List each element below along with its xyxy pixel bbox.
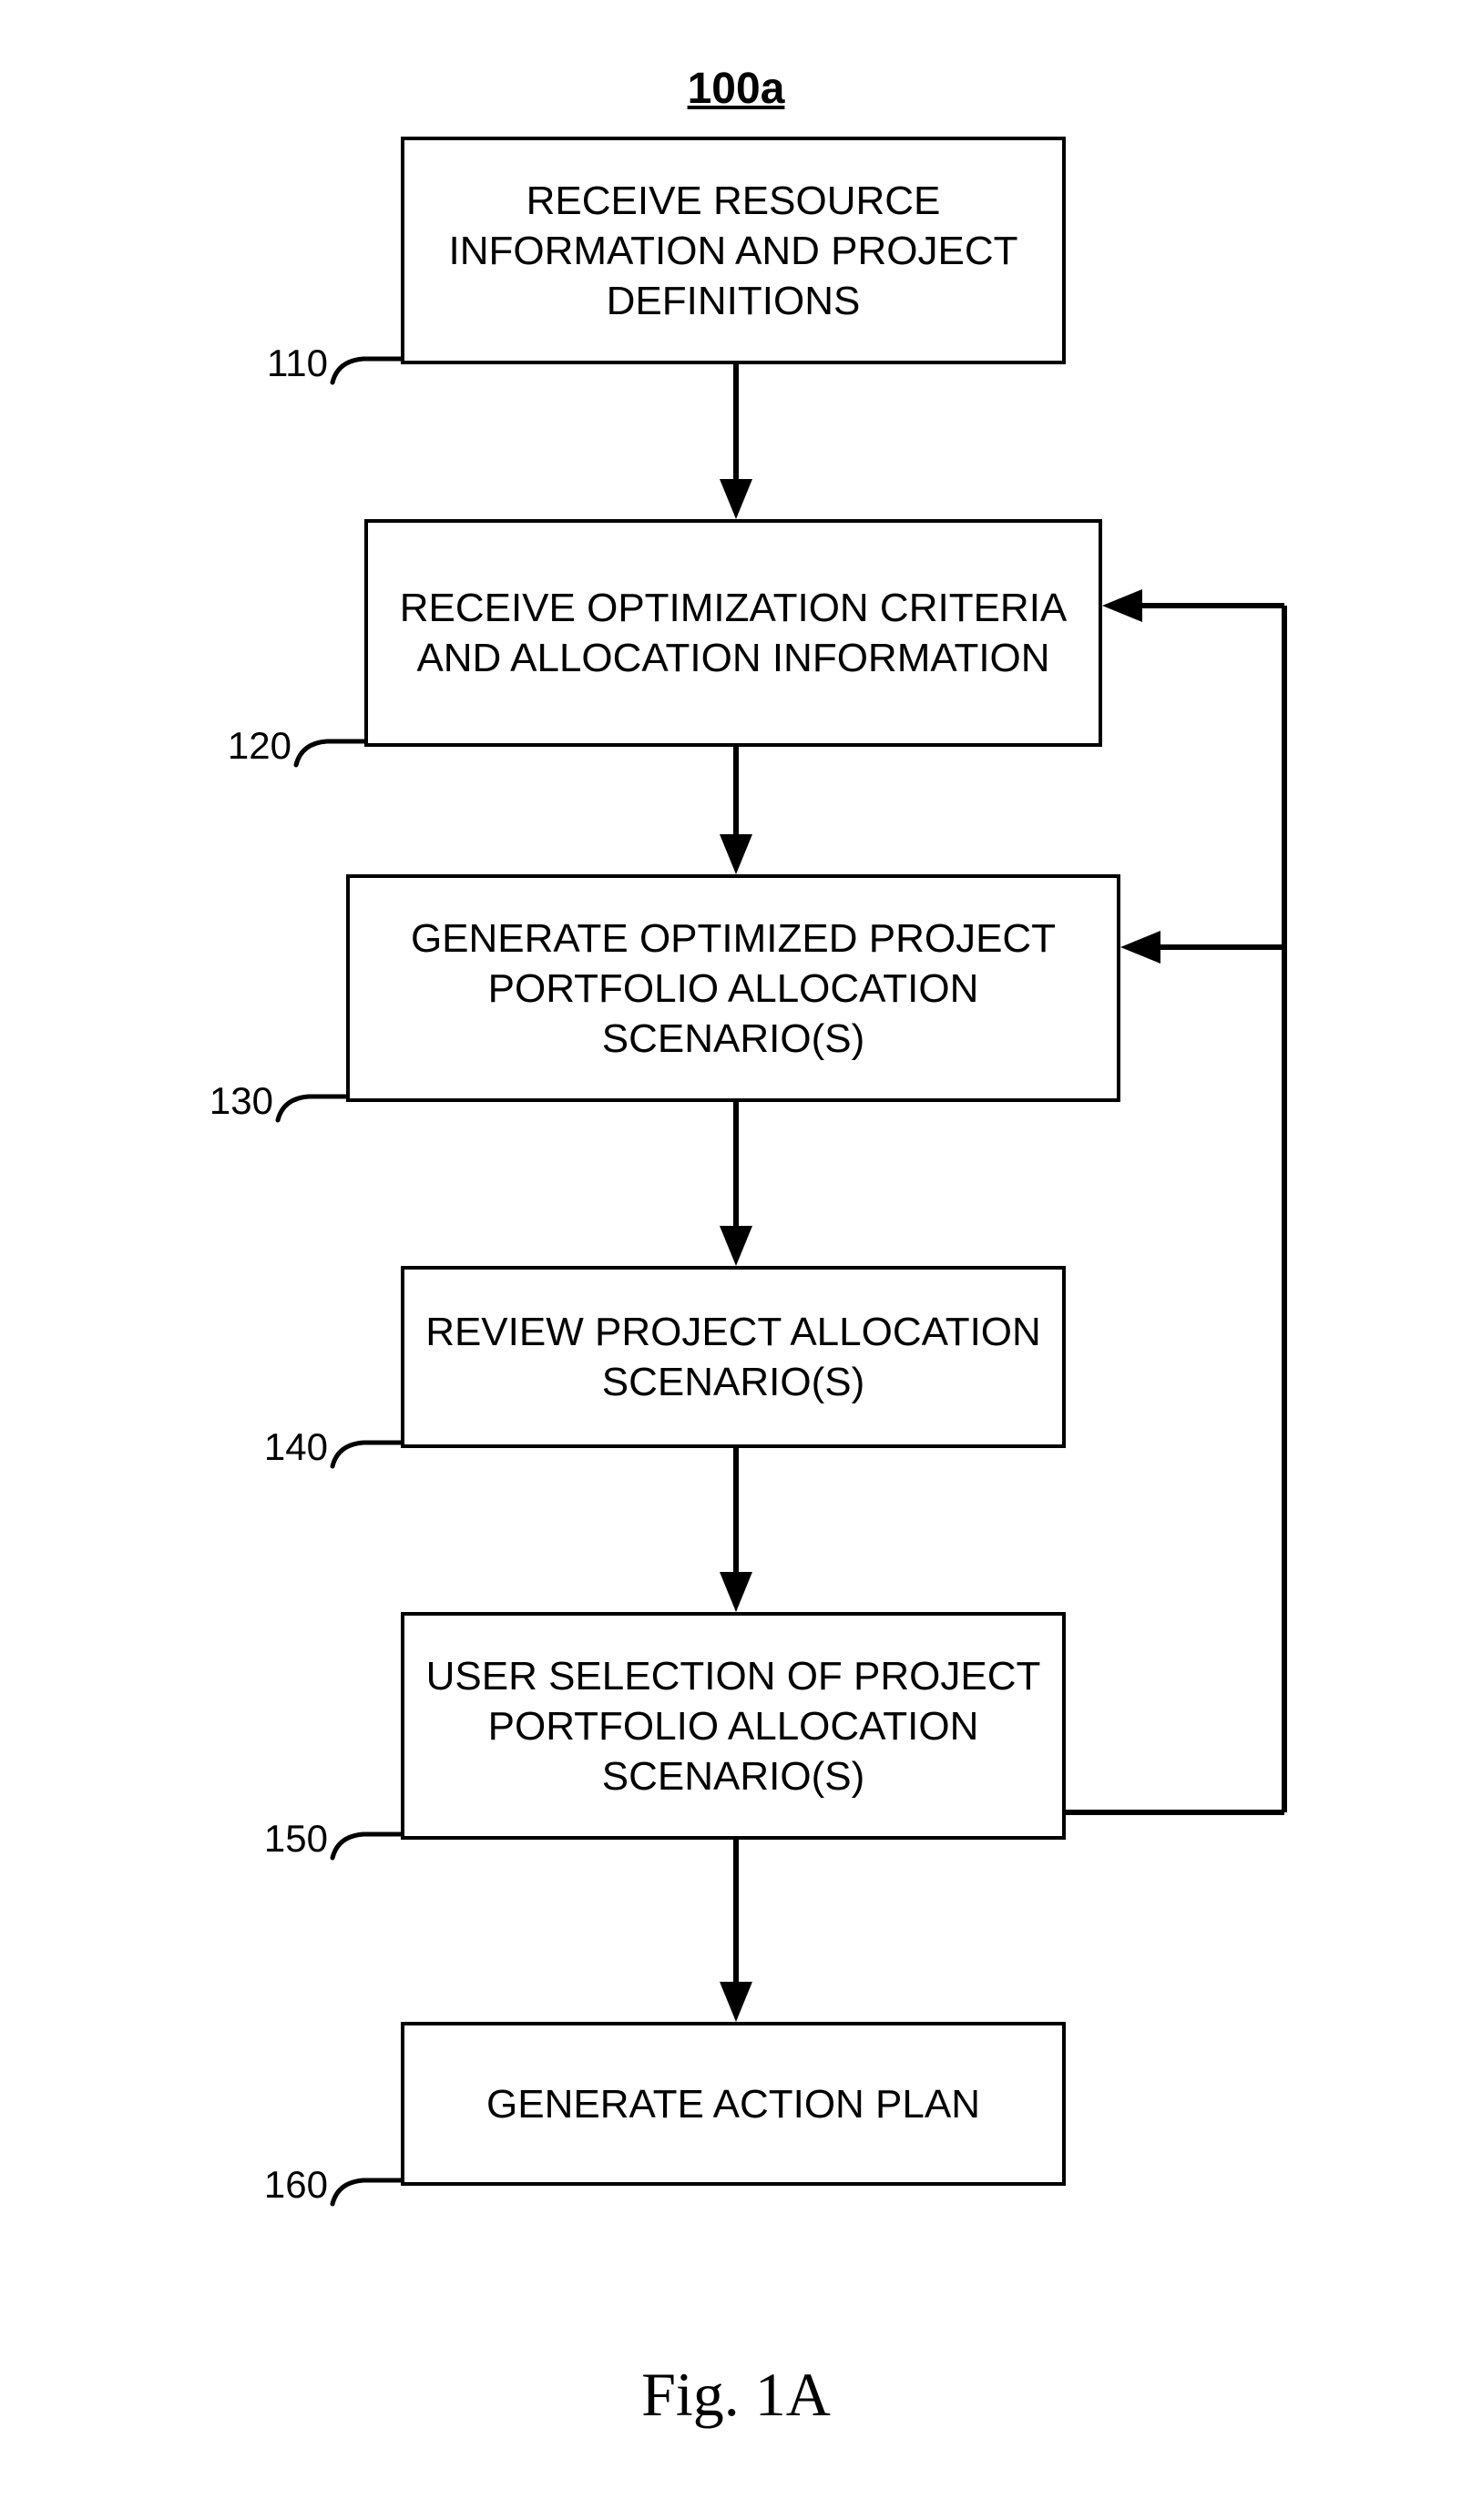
flow-step-140: REVIEW PROJECT ALLOCATION SCENARIO(S) <box>401 1266 1066 1448</box>
ref-label-140: 140 <box>219 1425 328 1469</box>
figure-caption: Fig. 1A <box>0 2359 1472 2431</box>
flow-step-130: GENERATE OPTIMIZED PROJECT PORTFOLIO ALL… <box>346 874 1120 1102</box>
ref-label-130: 130 <box>164 1079 273 1123</box>
flow-step-110: RECEIVE RESOURCE INFORMATION AND PROJECT… <box>401 137 1066 364</box>
flow-step-150: USER SELECTION OF PROJECT PORTFOLIO ALLO… <box>401 1612 1066 1840</box>
ref-label-110: 110 <box>219 342 328 385</box>
flow-step-160: GENERATE ACTION PLAN <box>401 2022 1066 2186</box>
ref-label-120: 120 <box>182 724 291 768</box>
ref-label-150: 150 <box>219 1817 328 1861</box>
ref-label-160: 160 <box>219 2163 328 2207</box>
flow-step-120: RECEIVE OPTIMIZATION CRITERIA AND ALLOCA… <box>364 519 1102 747</box>
figure-title: 100a <box>0 64 1472 114</box>
